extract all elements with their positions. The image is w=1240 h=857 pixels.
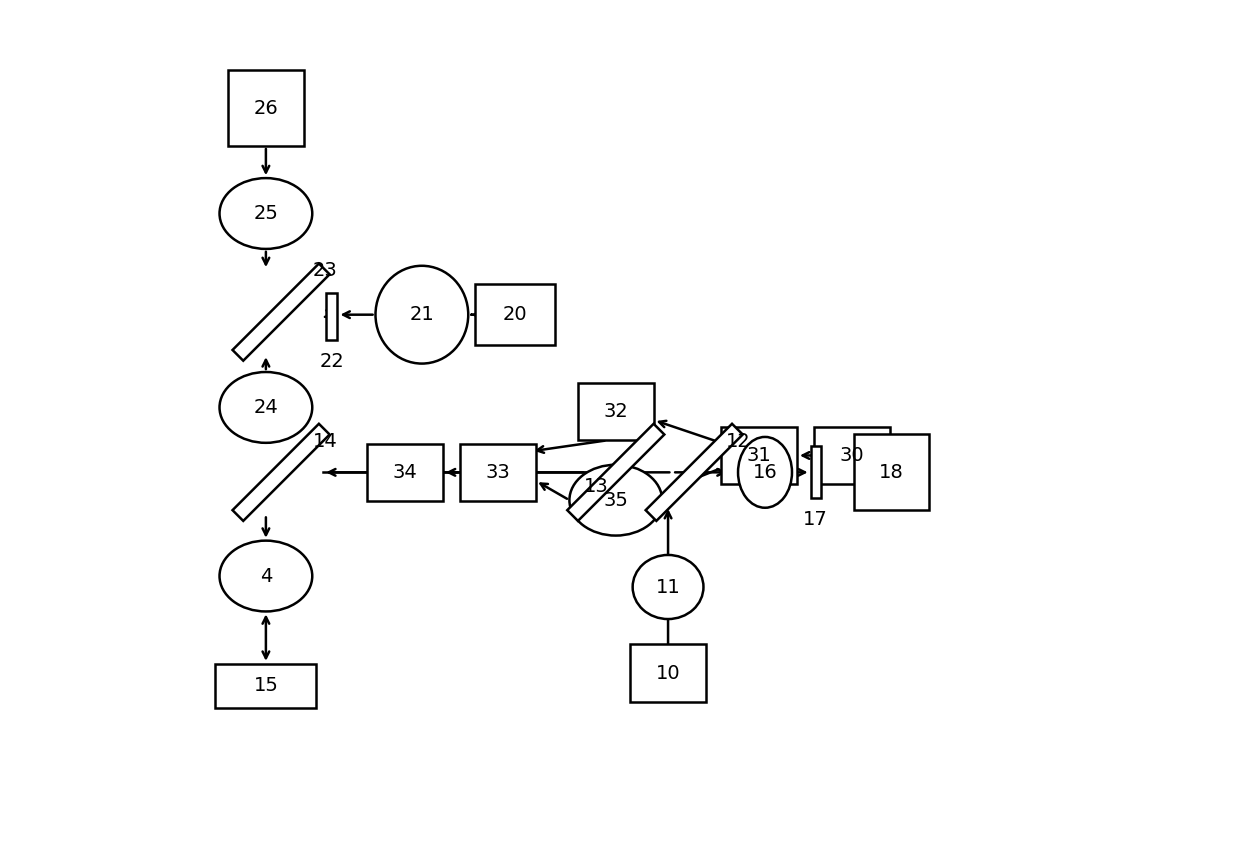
Ellipse shape xyxy=(632,555,703,619)
FancyBboxPatch shape xyxy=(216,663,316,708)
Polygon shape xyxy=(233,423,330,521)
Ellipse shape xyxy=(219,178,312,249)
Text: 35: 35 xyxy=(604,491,629,510)
Text: 15: 15 xyxy=(253,676,278,695)
Ellipse shape xyxy=(569,464,662,536)
Polygon shape xyxy=(233,264,330,361)
Polygon shape xyxy=(567,423,665,521)
Text: 20: 20 xyxy=(502,305,527,324)
Text: 17: 17 xyxy=(804,510,828,530)
Ellipse shape xyxy=(738,437,792,507)
FancyBboxPatch shape xyxy=(722,427,797,484)
Text: 30: 30 xyxy=(839,446,864,465)
Ellipse shape xyxy=(376,266,469,363)
FancyBboxPatch shape xyxy=(813,427,890,484)
Text: 12: 12 xyxy=(727,432,751,452)
Text: 32: 32 xyxy=(604,402,629,421)
FancyBboxPatch shape xyxy=(578,383,653,440)
Ellipse shape xyxy=(219,372,312,443)
FancyBboxPatch shape xyxy=(630,644,706,702)
Text: 22: 22 xyxy=(319,351,343,371)
FancyBboxPatch shape xyxy=(853,434,930,510)
Text: 13: 13 xyxy=(584,477,609,496)
Text: 4: 4 xyxy=(259,566,272,585)
Text: 24: 24 xyxy=(253,398,278,417)
Text: 26: 26 xyxy=(253,99,278,117)
FancyBboxPatch shape xyxy=(367,444,443,501)
FancyBboxPatch shape xyxy=(475,285,554,345)
FancyBboxPatch shape xyxy=(460,444,536,501)
Text: 33: 33 xyxy=(485,463,510,482)
Text: 10: 10 xyxy=(656,663,681,682)
FancyBboxPatch shape xyxy=(811,446,821,499)
Text: 25: 25 xyxy=(253,204,278,223)
Polygon shape xyxy=(646,423,743,521)
FancyBboxPatch shape xyxy=(228,70,304,146)
Text: 16: 16 xyxy=(753,463,777,482)
Ellipse shape xyxy=(219,541,312,611)
Text: 34: 34 xyxy=(393,463,418,482)
Text: 11: 11 xyxy=(656,578,681,596)
FancyBboxPatch shape xyxy=(326,293,337,339)
Text: 14: 14 xyxy=(314,432,337,452)
Text: 23: 23 xyxy=(314,261,337,280)
Text: 18: 18 xyxy=(879,463,904,482)
Text: 31: 31 xyxy=(746,446,771,465)
Text: 21: 21 xyxy=(409,305,434,324)
